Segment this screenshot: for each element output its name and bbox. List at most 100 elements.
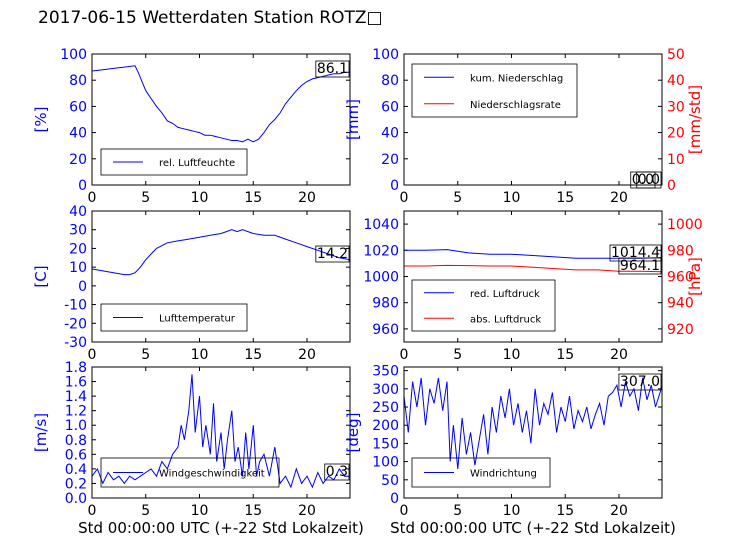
y-tick-label: 980 <box>372 296 399 312</box>
x-tick-label: 10 <box>503 503 521 519</box>
y-tick-label: 30 <box>69 223 87 239</box>
legend-box <box>100 148 248 176</box>
y-tick-label: 20 <box>69 241 87 257</box>
y-tick-label: 0 <box>390 491 399 507</box>
x-tick-label: 15 <box>244 190 262 206</box>
y-axis-label: [deg] <box>344 413 362 453</box>
x-tick-label: 10 <box>191 503 209 519</box>
y-tick-label: 10 <box>69 260 87 276</box>
current-value-label-2-box <box>618 257 662 275</box>
y2-tick-label: 940 <box>667 296 694 312</box>
y-tick-label: 40 <box>381 126 399 142</box>
y-tick-label: 0 <box>78 178 87 194</box>
x-tick-label: 20 <box>610 347 628 363</box>
y-tick-label: 350 <box>372 364 399 380</box>
y-tick-label: 60 <box>69 99 87 115</box>
y-axis-label: [%] <box>32 107 50 133</box>
y2-tick-label: 10 <box>667 152 685 168</box>
x-axis-label: Std 00:00:00 UTC (+-22 Std Lokalzeit) <box>390 519 676 537</box>
current-value-label-box <box>315 60 350 78</box>
y-tick-label: 1020 <box>363 243 399 259</box>
legend-box <box>411 279 556 332</box>
y2-tick-label: 20 <box>667 126 685 142</box>
x-tick-label: 0 <box>88 503 97 519</box>
y-tick-label: 80 <box>69 73 87 89</box>
y-tick-label: 50 <box>381 473 399 489</box>
x-tick-label: 10 <box>191 190 209 206</box>
chart-rel-luftfeuchte: 0 5 10 15 20 0 20 40 60 80 100 [%] rel. Luftfeuchte 8… <box>32 47 351 206</box>
current-value-label: 0.3 <box>326 464 348 480</box>
x-tick-label: 10 <box>503 347 521 363</box>
y-tick-label: 100 <box>372 455 399 471</box>
current-value-label-box <box>609 244 662 262</box>
x-tick-label: 10 <box>503 190 521 206</box>
y2-tick-label: 960 <box>667 270 694 286</box>
legend-label: Windrichtung <box>470 469 537 480</box>
y-tick-label: 40 <box>69 126 87 142</box>
y2-tick-label: 1000 <box>667 217 703 233</box>
y-tick-label: 20 <box>69 152 87 168</box>
legend-label: Windgeschwindigkeit <box>159 469 265 480</box>
current-value-label-box <box>618 373 662 391</box>
x-tick-label: 0 <box>88 190 97 206</box>
x-tick-label: 0 <box>400 503 409 519</box>
y-tick-label: 1000 <box>363 270 399 286</box>
x-tick-label: 5 <box>453 503 462 519</box>
y2-axis-label: [hPa] <box>686 257 704 296</box>
y-tick-label: -10 <box>64 298 87 314</box>
plot-frame <box>91 53 351 186</box>
y2-tick-label: 0 <box>667 178 676 194</box>
y-tick-label: 0.6 <box>65 447 87 463</box>
current-value-label: 1014.4 <box>611 245 660 261</box>
y2-tick-label: 30 <box>667 99 685 115</box>
series-line-1 <box>92 229 350 276</box>
y-tick-label: 300 <box>372 382 399 398</box>
y-tick-label: 150 <box>372 436 399 452</box>
y2-tick-label: 40 <box>667 73 685 89</box>
x-tick-label: 15 <box>556 347 574 363</box>
legend-label: Niederschlagsrate <box>470 100 561 111</box>
y-tick-label: 0 <box>390 178 399 194</box>
current-value-label: 0.0 <box>632 172 654 188</box>
x-tick-label: 15 <box>556 190 574 206</box>
current-value-label: 14.2 <box>317 246 348 262</box>
x-tick-label: 5 <box>453 347 462 363</box>
legend-label: kum. Niederschlag <box>470 73 563 84</box>
y-tick-label: 60 <box>381 99 399 115</box>
x-tick-label: 15 <box>556 503 574 519</box>
x-tick-label: 0 <box>88 347 97 363</box>
y-tick-label: 1.0 <box>65 418 87 434</box>
x-tick-label: 20 <box>298 190 316 206</box>
y2-axis-label: [mm/std] <box>686 85 704 154</box>
y-tick-label: 0.2 <box>65 476 87 492</box>
y-tick-label: 0.4 <box>65 462 87 478</box>
x-tick-label: 0 <box>400 190 409 206</box>
x-tick-label: 5 <box>141 190 150 206</box>
page-title: 2017-06-15 Wetterdaten Station ROTZ□ <box>38 8 383 28</box>
plot-frame <box>91 366 351 499</box>
y-tick-label: -20 <box>64 316 87 332</box>
y2-tick-label: 920 <box>667 322 694 338</box>
plot-frame <box>403 366 663 499</box>
y-axis-label: [mm] <box>344 99 362 140</box>
chart-lufttemperatur: 0 5 10 15 20 -30 -20 -10 0 10 20 30 40 [C] Lufttempera… <box>32 204 351 363</box>
legend-box <box>100 457 280 488</box>
y-tick-label: -30 <box>64 335 87 351</box>
y-tick-label: 100 <box>60 47 87 63</box>
x-tick-label: 5 <box>141 503 150 519</box>
plot-frame <box>403 210 663 343</box>
y-tick-label: 20 <box>381 152 399 168</box>
y-axis-label: [m/s] <box>32 413 50 452</box>
series-line-1 <box>404 377 662 469</box>
chart-windgeschwindigkeit: 0 5 10 15 20 0.00.20.40.60.81.01.21.41.61.8 [m… <box>32 360 364 537</box>
legend-box <box>411 63 578 118</box>
y2-tick-label: 50 <box>667 47 685 63</box>
y-tick-label: 40 <box>69 204 87 220</box>
y-tick-label: 200 <box>372 418 399 434</box>
legend-label: Lufttemperatur <box>159 314 236 325</box>
current-value-label: 307.0 <box>620 374 660 390</box>
y-tick-label: 1.8 <box>65 360 87 376</box>
y-tick-label: 0.8 <box>65 433 87 449</box>
x-tick-label: 20 <box>610 190 628 206</box>
